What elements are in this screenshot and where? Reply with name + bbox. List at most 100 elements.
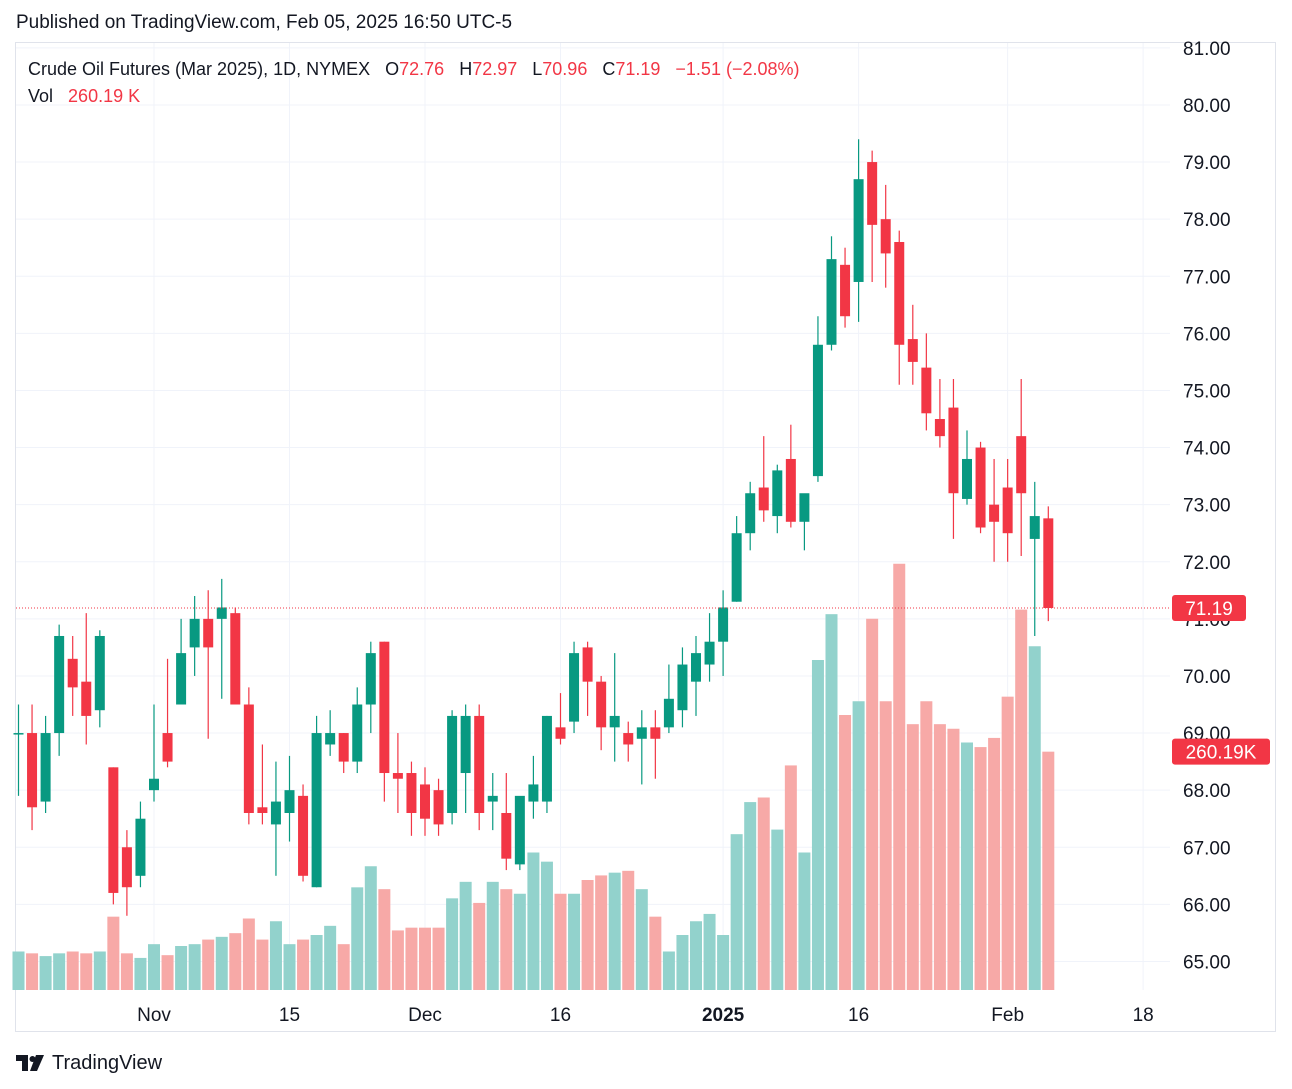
price-tick-label: 65.00 bbox=[1183, 952, 1231, 973]
legend-high-value: 72.97 bbox=[472, 59, 518, 79]
candle-body bbox=[420, 784, 430, 819]
legend-low-label: L bbox=[532, 59, 543, 79]
candle-body bbox=[745, 493, 756, 534]
volume-bar bbox=[337, 944, 350, 990]
candle-body bbox=[1016, 436, 1027, 494]
candle-body bbox=[623, 733, 634, 745]
volume-bar bbox=[256, 939, 269, 990]
published-caption: Published on TradingView.com, Feb 05, 20… bbox=[16, 12, 513, 33]
candle-body bbox=[298, 795, 309, 876]
volume-bar bbox=[432, 927, 445, 990]
time-tick-label: 16 bbox=[550, 1005, 571, 1026]
volume-bar bbox=[568, 893, 581, 990]
chart-legend: Crude Oil Futures (Mar 2025), 1D, NYMEX … bbox=[28, 56, 800, 110]
candle-body bbox=[40, 733, 51, 802]
price-tick-label: 76.00 bbox=[1183, 324, 1231, 345]
volume-bar bbox=[825, 614, 838, 990]
volume-bar bbox=[134, 957, 147, 990]
candle-body bbox=[934, 419, 945, 437]
candle-body bbox=[894, 241, 905, 345]
candle-body bbox=[867, 162, 878, 225]
candle-body bbox=[636, 727, 647, 739]
volume-bar bbox=[690, 921, 702, 990]
candle-body bbox=[108, 767, 119, 893]
volume-bar bbox=[581, 880, 594, 990]
volume-bar bbox=[405, 927, 418, 990]
candle-body bbox=[596, 681, 607, 728]
candle-body bbox=[853, 179, 864, 282]
volume-bar bbox=[391, 930, 404, 990]
candle-body bbox=[352, 704, 363, 762]
volume-bar bbox=[310, 935, 323, 990]
last-price-badge: 71.19 bbox=[1185, 599, 1233, 620]
candle-body bbox=[785, 458, 796, 522]
volume-bar bbox=[988, 737, 1001, 990]
candle-body bbox=[487, 795, 498, 802]
candle-body bbox=[569, 653, 580, 722]
candle-body bbox=[799, 493, 810, 522]
price-candles bbox=[13, 139, 1054, 916]
legend-close-label: C bbox=[602, 59, 616, 79]
volume-bar bbox=[703, 913, 716, 990]
time-tick-label: Feb bbox=[991, 1005, 1024, 1026]
time-axis[interactable]: Nov 15 Dec 16 2025 16 Feb 18 bbox=[137, 1005, 1154, 1026]
candle-body bbox=[135, 818, 146, 876]
volume-bar bbox=[188, 944, 201, 990]
legend-symbol[interactable]: Crude Oil Futures (Mar 2025), 1D, NYMEX bbox=[28, 59, 371, 79]
candle-body bbox=[13, 733, 24, 735]
volume-bar bbox=[39, 956, 52, 990]
candle-body bbox=[501, 812, 512, 859]
legend-open-label: O bbox=[385, 59, 400, 79]
legend-row-ohlc: Crude Oil Futures (Mar 2025), 1D, NYMEX … bbox=[28, 56, 800, 83]
candle-body bbox=[270, 801, 281, 825]
volume-bar bbox=[771, 829, 784, 990]
tradingview-logo[interactable]: TradingView bbox=[16, 1050, 162, 1076]
volume-bar bbox=[839, 715, 852, 990]
candle-body bbox=[880, 219, 891, 254]
volume-bar bbox=[893, 563, 906, 990]
legend-volume-label[interactable]: Vol bbox=[28, 86, 54, 106]
candle-body bbox=[203, 618, 214, 648]
volume-bar bbox=[500, 889, 513, 990]
candle-body bbox=[447, 715, 458, 813]
price-tick-label: 75.00 bbox=[1183, 381, 1231, 402]
candle-body bbox=[704, 641, 715, 665]
volume-bar bbox=[717, 935, 730, 990]
volume-bar bbox=[784, 765, 797, 990]
candle-body bbox=[514, 795, 525, 865]
volume-bar bbox=[202, 939, 215, 990]
price-tick-label: 68.00 bbox=[1183, 781, 1231, 802]
candle-body bbox=[230, 613, 241, 705]
volume-bar bbox=[879, 701, 892, 990]
volume-bar bbox=[595, 875, 608, 990]
candle-body bbox=[27, 733, 38, 808]
candle-body bbox=[474, 715, 485, 813]
candle-body bbox=[731, 533, 742, 602]
candle-body bbox=[257, 807, 268, 813]
volume-bar bbox=[635, 889, 648, 990]
candle-body bbox=[541, 715, 552, 802]
last-price-badge-bg bbox=[1172, 595, 1246, 622]
legend-volume-value: 260.19 K bbox=[68, 86, 141, 106]
candle-body bbox=[921, 367, 932, 414]
candle-body bbox=[325, 733, 336, 745]
volume-bar bbox=[757, 797, 770, 990]
price-tick-label: 74.00 bbox=[1183, 439, 1231, 460]
volume-bar bbox=[12, 951, 25, 990]
candle-body bbox=[582, 647, 593, 682]
candle-body bbox=[772, 470, 783, 517]
volume-bar bbox=[148, 944, 160, 990]
legend-row-volume: Vol 260.19 K bbox=[28, 83, 800, 110]
candle-body bbox=[311, 733, 322, 888]
price-axis[interactable]: 65.0066.0067.0068.0069.0070.0071.0072.00… bbox=[1183, 39, 1231, 974]
volume-bar bbox=[459, 881, 472, 990]
candle-body bbox=[989, 504, 1000, 522]
volume-bar bbox=[351, 887, 364, 990]
volume-bar bbox=[676, 935, 689, 990]
time-tick-label: 16 bbox=[848, 1005, 869, 1026]
price-tick-label: 79.00 bbox=[1183, 153, 1231, 174]
candle-body bbox=[1043, 518, 1054, 609]
volume-bar bbox=[852, 701, 865, 990]
candle-body bbox=[812, 344, 823, 477]
